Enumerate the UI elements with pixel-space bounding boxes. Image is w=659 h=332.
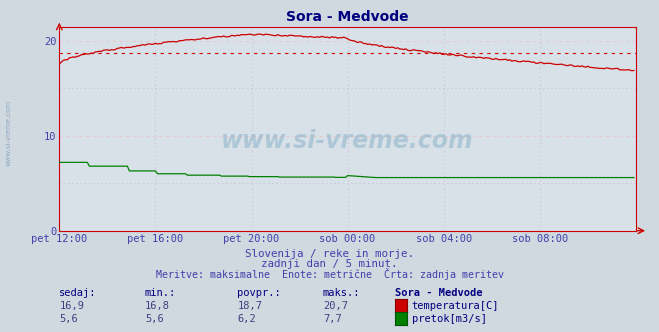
Text: povpr.:: povpr.: — [237, 288, 281, 298]
Text: maks.:: maks.: — [323, 288, 360, 298]
Text: 6,2: 6,2 — [237, 314, 256, 324]
Text: 7,7: 7,7 — [323, 314, 341, 324]
Text: sedaj:: sedaj: — [59, 288, 97, 298]
Text: Sora - Medvode: Sora - Medvode — [395, 288, 483, 298]
Text: zadnji dan / 5 minut.: zadnji dan / 5 minut. — [261, 259, 398, 269]
Text: min.:: min.: — [145, 288, 176, 298]
Text: 16,9: 16,9 — [59, 301, 84, 311]
Text: 18,7: 18,7 — [237, 301, 262, 311]
Text: pretok[m3/s]: pretok[m3/s] — [412, 314, 487, 324]
Text: www.si-vreme.com: www.si-vreme.com — [5, 100, 12, 166]
Title: Sora - Medvode: Sora - Medvode — [286, 10, 409, 24]
Text: 20,7: 20,7 — [323, 301, 348, 311]
Text: Meritve: maksimalne  Enote: metrične  Črta: zadnja meritev: Meritve: maksimalne Enote: metrične Črta… — [156, 268, 503, 280]
Text: temperatura[C]: temperatura[C] — [412, 301, 500, 311]
Text: www.si-vreme.com: www.si-vreme.com — [221, 129, 474, 153]
Text: 16,8: 16,8 — [145, 301, 170, 311]
Text: 5,6: 5,6 — [59, 314, 78, 324]
Text: 5,6: 5,6 — [145, 314, 163, 324]
Text: Slovenija / reke in morje.: Slovenija / reke in morje. — [245, 249, 414, 259]
